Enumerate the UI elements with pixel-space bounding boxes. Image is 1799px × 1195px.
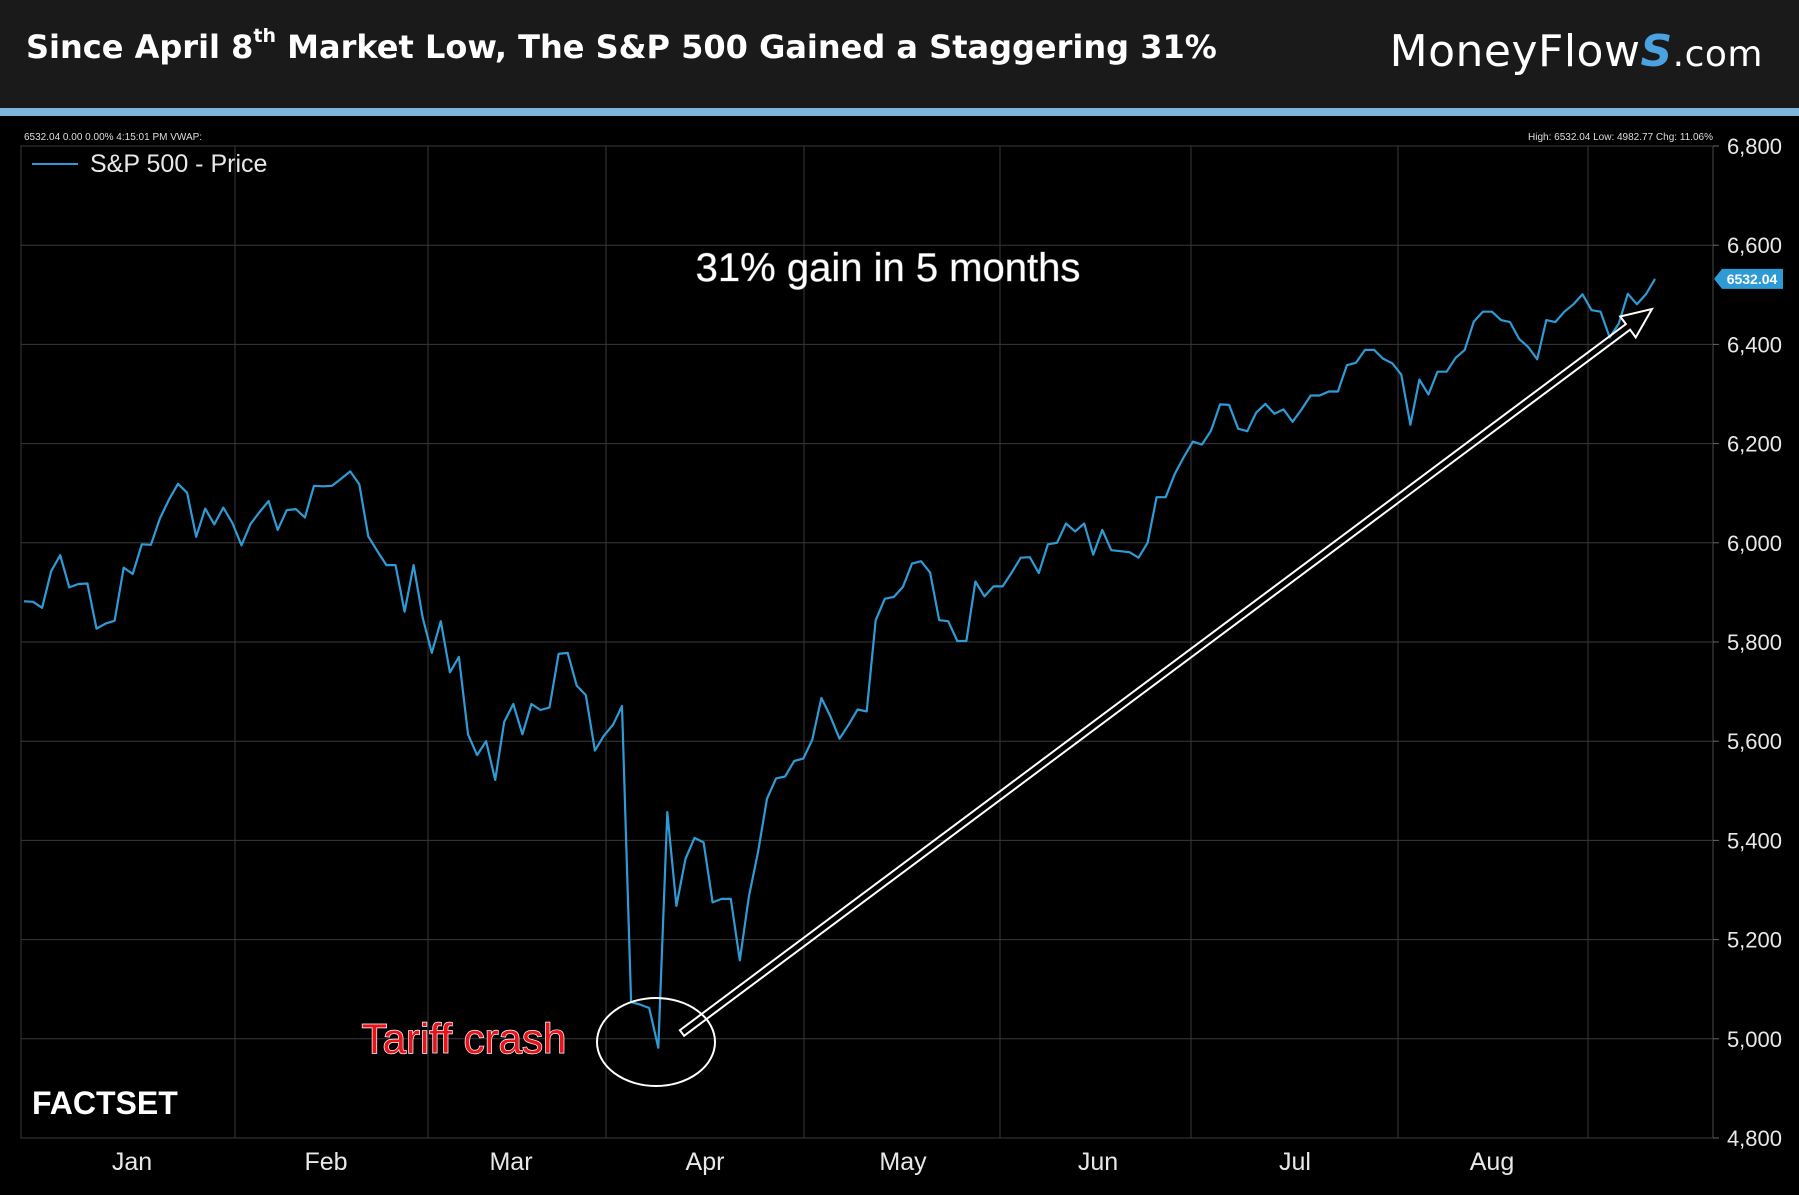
page-title: Since April 8th Market Low, The S&P 500 … — [26, 25, 1217, 66]
y-tick-label: 6,800 — [1727, 134, 1782, 159]
title-text-pre: Since April 8 — [26, 28, 254, 66]
y-tick-label: 6,400 — [1727, 332, 1782, 357]
x-tick-label: Jul — [1279, 1148, 1311, 1176]
x-tick-label: Feb — [304, 1148, 347, 1176]
y-axis: 4,800 5,000 5,200 5,400 5,600 5,800 6,000 6,200… — [1713, 134, 1782, 1151]
y-tick-label: 5,400 — [1727, 828, 1782, 853]
crash-circle — [596, 997, 716, 1087]
last-price-tag: 6532.04 — [1714, 268, 1783, 289]
header-bar: Since April 8th Market Low, The S&P 500 … — [0, 0, 1799, 108]
x-tick-label: May — [879, 1148, 927, 1176]
title-superscript: th — [253, 25, 277, 48]
crash-annotation: Tariff crash — [362, 1015, 567, 1062]
x-axis: Jan Feb Mar Apr May Jun Jul Aug — [112, 1148, 1514, 1176]
x-tick-label: Mar — [489, 1148, 532, 1176]
price-tag-text: 6532.04 — [1727, 271, 1778, 287]
series-line-sp500 — [23, 278, 1656, 1049]
y-tick-label: 5,600 — [1727, 729, 1782, 754]
y-tick-label: 5,000 — [1727, 1027, 1782, 1052]
factset-logo: FACTSET — [32, 1085, 178, 1121]
gain-arrow — [678, 307, 1655, 1038]
info-top-left: 6532.04 0.00 0.00% 4:15:01 PM VWAP: — [24, 132, 202, 143]
x-tick-label: Apr — [686, 1148, 725, 1176]
brand-main: MoneyFlow — [1389, 26, 1641, 77]
chart-area: 6532.04 0.00 0.00% 4:15:01 PM VWAP: High… — [0, 116, 1799, 1195]
header-divider — [0, 108, 1799, 116]
title-text-post: Market Low, The S&P 500 Gained a Stagger… — [276, 28, 1217, 66]
y-tick-label: 5,200 — [1727, 928, 1782, 953]
price-tag-shape — [1714, 268, 1783, 289]
y-tick-label: 4,800 — [1727, 1126, 1782, 1151]
y-tick-label: 6,200 — [1727, 432, 1782, 457]
y-tick-label: 6,600 — [1727, 233, 1782, 258]
x-tick-label: Jan — [112, 1148, 152, 1176]
x-tick-label: Aug — [1470, 1148, 1514, 1176]
y-tick-label: 5,800 — [1727, 630, 1782, 655]
legend-label: S&P 500 - Price — [90, 150, 267, 178]
gain-arrow-shape — [678, 307, 1655, 1038]
info-top-right: High: 6532.04 Low: 4982.77 Chg: 11.06% — [1528, 132, 1713, 143]
gain-annotation: 31% gain in 5 months — [696, 246, 1081, 290]
chart-grid — [20, 145, 1714, 1139]
legend: S&P 500 - Price — [32, 150, 267, 178]
x-tick-label: Jun — [1078, 1148, 1118, 1176]
brand-accent: S — [1640, 26, 1673, 77]
brand-domain: .com — [1672, 34, 1763, 75]
y-tick-label: 6,000 — [1727, 531, 1782, 556]
price-chart: 6532.04 0.00 0.00% 4:15:01 PM VWAP: High… — [20, 132, 1783, 1176]
brand-logo: MoneyFlowS.com — [1390, 26, 1763, 77]
